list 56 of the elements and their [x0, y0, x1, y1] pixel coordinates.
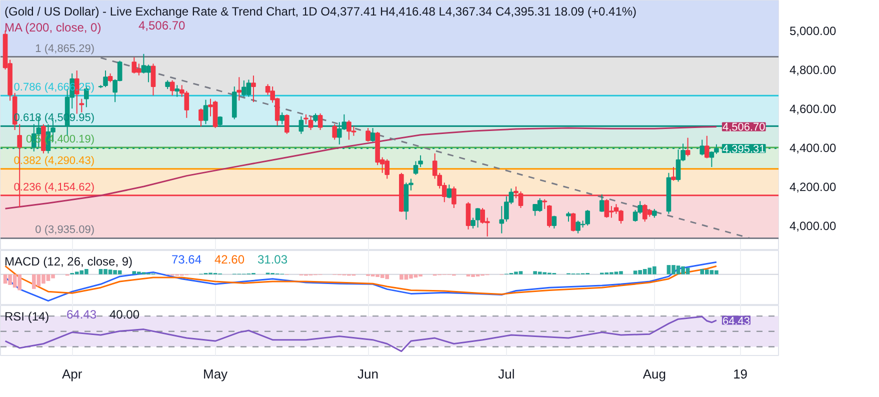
candlestick — [671, 166, 676, 182]
candlestick — [704, 135, 710, 159]
text: MA (200, close, 0) — [4, 20, 102, 34]
candlestick — [599, 194, 604, 212]
candlestick — [570, 212, 576, 232]
candlestick — [332, 124, 338, 140]
chart-title: RSI (14) — [4, 310, 50, 324]
chart-title: MACD (12, 26, close, 9) — [4, 254, 133, 268]
candlestick — [466, 202, 471, 230]
line-series — [4, 126, 718, 210]
candlestick — [566, 211, 571, 222]
candlestick — [150, 63, 156, 96]
candlestick — [170, 80, 175, 96]
candlestick — [280, 112, 285, 125]
candlestick — [470, 217, 476, 229]
x-tick-label: Jul — [498, 366, 515, 382]
candlestick — [546, 204, 552, 228]
candlestick — [685, 137, 690, 157]
annotation: 40.00 — [110, 308, 140, 322]
x-tick-label: 19 — [733, 366, 748, 382]
annotation: 4,395.31 — [722, 143, 766, 156]
y-tick-label: 4,000.00 — [790, 219, 837, 234]
annotation: 64.43 — [722, 315, 750, 328]
y-tick-label: 4,200.00 — [790, 180, 837, 194]
candlestick — [198, 108, 204, 127]
y-tick-label: 4,600.00 — [790, 102, 837, 116]
x-tick-label: Aug — [642, 366, 666, 382]
x-tick-label: Jun — [358, 366, 379, 382]
annotation: 4,506.70 — [722, 122, 766, 134]
candlestick — [475, 207, 480, 228]
ref-line-label: 1 (4,865.29) — [35, 42, 95, 55]
candlestick — [203, 99, 208, 125]
annotation: 31.03 — [258, 252, 288, 266]
candlestick — [446, 184, 452, 199]
y-tick-label: 4,800.00 — [790, 63, 837, 78]
candlestick — [103, 70, 108, 88]
annotation: 64.43 — [66, 308, 97, 322]
candlestick — [284, 114, 290, 134]
annotation: 73.64 — [172, 252, 202, 266]
candlestick — [251, 75, 256, 103]
y-tick-label: 4,400.00 — [790, 141, 837, 156]
candlestick — [552, 215, 557, 229]
candlestick — [366, 128, 370, 142]
annotation: 4,506.70 — [138, 18, 186, 32]
x-tick-label: Apr — [62, 366, 83, 382]
candlestick — [318, 112, 323, 130]
candlestick — [298, 116, 304, 134]
candlestick — [370, 128, 376, 142]
candlestick — [236, 76, 242, 102]
chart-title: (Gold / US Dollar) - Live Exchange Rate & Trend Chart, 1D O4,377.41 H4,416.48 L4,367.34 C4,395.31 18.09 (+0.41%) — [4, 4, 637, 18]
y-tick-label: 5,000.00 — [790, 24, 837, 38]
annotation: 42.60 — [214, 252, 245, 266]
candlestick — [542, 198, 548, 210]
ref-line-label: 0 (3,935.09) — [35, 224, 95, 236]
x-tick-label: May — [203, 366, 228, 382]
candlestick — [174, 84, 180, 98]
